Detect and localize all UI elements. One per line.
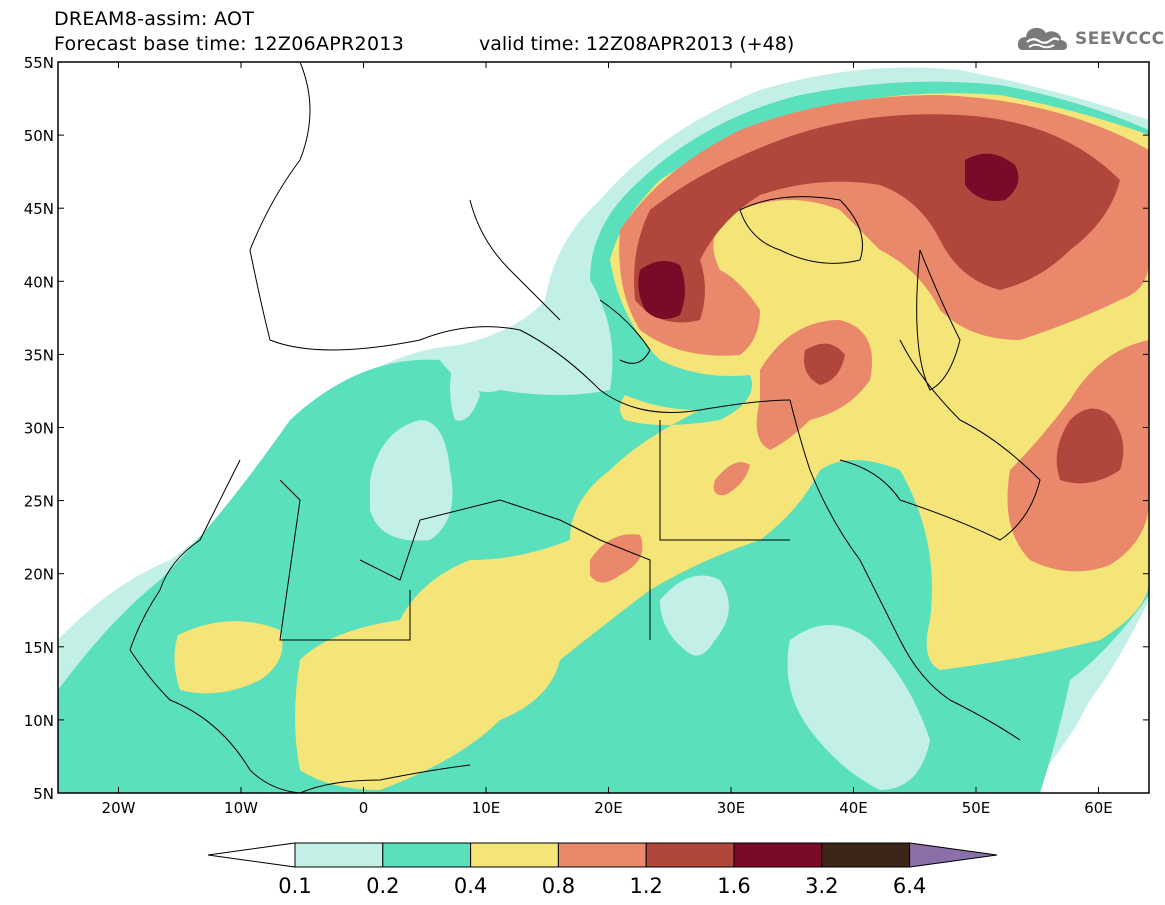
colorbar — [207, 842, 998, 868]
colorbar-swatch — [821, 842, 911, 868]
cloud-icon — [1017, 27, 1067, 50]
lon-label: 40E — [839, 799, 868, 817]
lon-label: 20W — [102, 799, 136, 817]
lon-label: 0 — [359, 799, 369, 817]
colorbar-swatch — [733, 842, 823, 868]
valid-time: valid time: 12Z08APR2013 (+48) — [479, 33, 795, 55]
logo-text: SEEVCCC — [1075, 29, 1165, 49]
aot-band-1.2-patch — [804, 343, 845, 385]
colorbar-labels: 0.1 0.2 0.4 0.8 1.2 1.6 3.2 6.4 — [278, 874, 926, 898]
colorbar-swatch — [645, 842, 735, 868]
colorbar-label: 1.6 — [717, 874, 750, 898]
colorbar-under-arrow — [207, 842, 296, 868]
lat-label: 55N — [24, 54, 54, 72]
lat-label: 35N — [24, 346, 54, 364]
colorbar-swatch — [382, 842, 472, 868]
lat-label: 10N — [24, 712, 54, 730]
lat-label: 40N — [24, 273, 54, 291]
aot-field — [58, 67, 1149, 793]
colorbar-swatch — [294, 842, 384, 868]
aot-band-0.8-patch — [590, 534, 643, 583]
colorbar-over-arrow — [909, 842, 998, 868]
latitude-labels: 55N 50N 45N 40N 35N 30N 25N 20N 15N 10N 5N — [24, 54, 54, 803]
lat-label: 5N — [33, 785, 54, 803]
aot-band-0.8-patch — [756, 320, 872, 450]
colorbar-label: 6.4 — [893, 874, 926, 898]
lon-label: 10W — [224, 799, 258, 817]
aot-band-0.1-patch — [450, 355, 480, 421]
aot-band-0.8-patch — [713, 462, 750, 496]
lon-label: 60E — [1084, 799, 1113, 817]
lon-label: 10E — [472, 799, 501, 817]
lat-label: 45N — [24, 200, 54, 218]
lon-label: 50E — [962, 799, 991, 817]
aot-band-0.1-patch — [370, 420, 453, 541]
aot-band-1.6 — [638, 261, 685, 319]
axis-ticks — [58, 61, 1149, 794]
colorbar-swatch — [557, 842, 647, 868]
aot-band-0.1-patch — [787, 625, 930, 790]
lon-label: 30E — [717, 799, 746, 817]
seevccc-logo: SEEVCCC — [1017, 24, 1165, 54]
aot-band-1.2-patch — [1056, 408, 1124, 484]
forecast-base-time: Forecast base time: 12Z06APR2013 — [54, 33, 405, 55]
colorbar-swatch — [470, 842, 559, 868]
lat-label: 50N — [24, 127, 54, 145]
colorbar-label: 0.2 — [366, 874, 399, 898]
lon-label: 20E — [594, 799, 623, 817]
lat-label: 25N — [24, 493, 54, 511]
aot-band-0.1-patch — [660, 575, 729, 656]
lat-label: 30N — [24, 420, 54, 438]
map-title: DREAM8-assim: AOT — [54, 8, 255, 30]
longitude-labels: 20W 10W 0 10E 20E 30E 40E 50E 60E — [102, 799, 1113, 817]
aot-band-1.6-patch — [965, 153, 1019, 201]
colorbar-label: 1.2 — [629, 874, 662, 898]
aot-band-0.4-patch — [174, 621, 283, 694]
colorbar-label: 0.8 — [542, 874, 575, 898]
coastlines — [129, 62, 1041, 793]
colorbar-label: 0.1 — [278, 874, 311, 898]
lat-label: 15N — [24, 639, 54, 657]
colorbar-label: 0.4 — [454, 874, 487, 898]
lat-label: 20N — [24, 566, 54, 584]
colorbar-label: 3.2 — [805, 874, 838, 898]
